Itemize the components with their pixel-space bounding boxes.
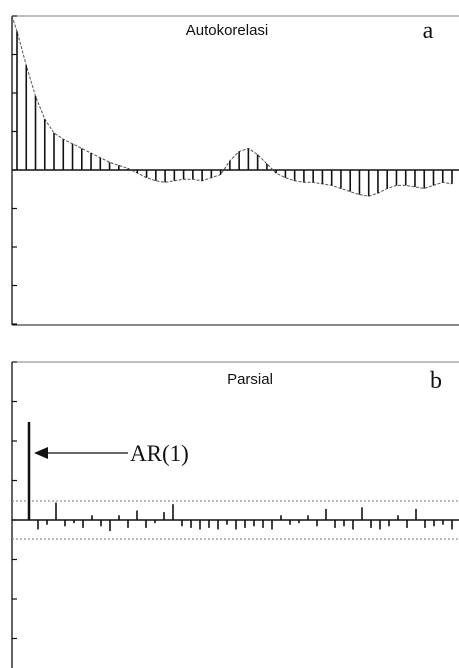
acf-title: Autokorelasi [186,22,269,39]
ar1-label: AR(1) [130,441,189,466]
pacf-title: Parsial [227,371,273,388]
pacf-panel: Parsial b AR(1) [11,361,459,668]
pacf-confidence-limits [12,500,459,540]
acf-bars [16,31,453,197]
acf-axes [11,15,459,326]
ar1-arrow-head [34,447,48,459]
pacf-bars [27,422,453,532]
pacf-axes [11,361,459,668]
acf-envelope-curve [11,15,453,197]
acf-envelope [11,15,453,197]
acf-panel: Autokorelasi a [11,15,459,326]
acf-panel-label: a [423,18,434,44]
ar1-annotation: AR(1) [34,441,189,466]
pacf-panel-label: b [430,368,442,394]
